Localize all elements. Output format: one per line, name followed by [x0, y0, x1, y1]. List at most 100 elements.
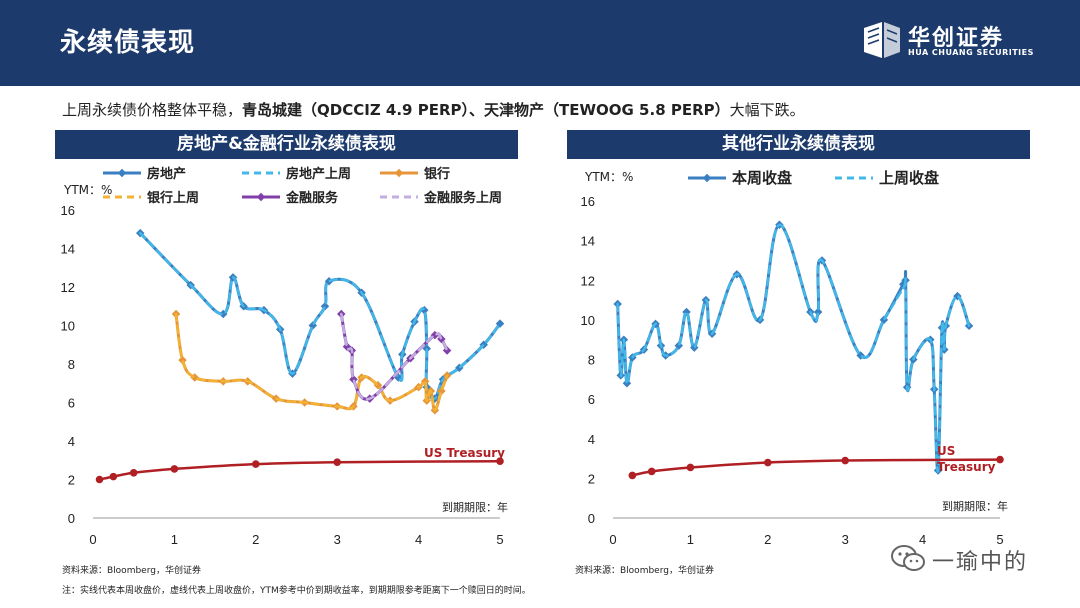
left-treasury-point: [333, 458, 342, 466]
left-data-point: [186, 280, 195, 290]
left-data-point: [373, 380, 383, 390]
left-y-tick: 8: [68, 357, 75, 372]
left-treasury-point: [170, 465, 179, 473]
left-y-tick: 10: [61, 319, 75, 334]
wechat-icon: [891, 545, 925, 571]
page-title: 永续债表现: [60, 28, 196, 58]
left-data-point: [275, 325, 285, 334]
right-x-axis-label: 到期期限：年: [942, 499, 1008, 513]
left-data-point: [300, 398, 309, 407]
left-data-point: [422, 344, 431, 353]
left-data-point: [259, 305, 269, 315]
left-data-point: [455, 363, 464, 373]
left-x-axis-label: 到期期限：年: [442, 500, 508, 514]
left-x-tick: 2: [252, 532, 259, 547]
left-data-point: [349, 375, 358, 384]
right-y-tick: 10: [581, 313, 595, 328]
left-data-point: [171, 309, 181, 319]
left-data-point: [178, 355, 187, 365]
left-y-tick: 12: [61, 280, 75, 295]
right-x-tick: 3: [842, 532, 849, 547]
right-data-point: [619, 335, 629, 344]
left-data-point: [442, 371, 452, 380]
left-series-line-0: [138, 231, 502, 401]
left-series-line-2: [174, 312, 449, 412]
left-treasury-point: [95, 475, 104, 484]
brand-logo-icon: [864, 22, 900, 58]
left-data-point: [342, 342, 352, 351]
left-data-point: [430, 405, 440, 415]
watermark: 一瑜中的: [890, 540, 1050, 580]
right-data-point: [707, 329, 717, 338]
left-y-tick: 0: [68, 511, 75, 526]
right-panel-title: 其他行业永续债表现: [567, 130, 1030, 159]
left-data-point: [243, 377, 252, 386]
brand-name-cn: 华创证券: [908, 26, 1005, 51]
right-treasury-label: US: [937, 444, 955, 458]
right-data-point: [926, 335, 935, 344]
left-panel-title: 房地产&金融行业永续债表现: [55, 130, 518, 159]
right-data-point: [661, 351, 670, 360]
left-x-tick: 0: [89, 532, 96, 547]
left-data-point: [271, 394, 281, 403]
left-data-point: [385, 396, 395, 405]
right-treasury-label: Treasury: [937, 460, 996, 474]
right-data-point: [732, 270, 742, 279]
right-legend-label: 上周收盘: [879, 169, 939, 187]
left-data-point: [426, 386, 436, 396]
right-data-point: [953, 291, 962, 301]
right-data-point: [622, 379, 632, 388]
left-y-tick: 4: [68, 434, 75, 449]
left-data-point: [365, 394, 375, 403]
footnote: 注：实线代表本周收盘价，虚线代表上周收盘价，YTM参考中价到期收益率，到期期限参…: [62, 586, 531, 596]
right-treasury-point: [764, 458, 772, 467]
left-data-point: [190, 373, 199, 382]
left-treasury-point: [109, 472, 118, 481]
right-data-point: [656, 341, 666, 350]
left-y-tick: 6: [68, 396, 75, 411]
left-data-point: [239, 302, 248, 311]
right-series-line-0: [616, 223, 971, 474]
left-series-line-4: [339, 312, 449, 401]
right-data-point: [613, 299, 622, 309]
left-series-line-6: [98, 459, 502, 481]
right-data-point: [901, 276, 910, 285]
right-data-point: [682, 307, 691, 317]
right-x-tick: 1: [687, 532, 694, 547]
right-series-line-1: [616, 223, 971, 473]
left-data-point: [357, 373, 366, 382]
right-data-point: [701, 295, 711, 305]
left-x-tick: 5: [496, 532, 503, 547]
right-series-line-2: [631, 458, 1002, 477]
left-treasury-label: US Treasury: [424, 446, 505, 460]
right-data-point: [964, 321, 974, 331]
left-data-point: [437, 386, 446, 396]
left-series-line-3: [174, 312, 449, 412]
right-data-point: [856, 351, 865, 360]
left-series-line-1: [138, 231, 502, 401]
left-data-point: [288, 369, 297, 378]
left-x-tick: 3: [334, 532, 341, 547]
left-data-point: [337, 309, 346, 319]
right-data-point: [690, 343, 699, 352]
left-data-point: [495, 319, 505, 328]
right-treasury-point: [686, 463, 695, 472]
right-data-point: [937, 323, 947, 333]
right-data-point: [616, 371, 625, 380]
right-x-tick: 0: [609, 532, 616, 547]
right-treasury-point: [647, 467, 656, 476]
right-data-point: [806, 307, 815, 317]
left-data-point: [394, 373, 403, 382]
right-data-point: [813, 307, 823, 317]
left-data-point: [406, 353, 415, 363]
left-legend-marker: [117, 168, 127, 178]
right-y-axis-label: YTM：%: [584, 170, 633, 184]
left-data-point: [420, 305, 429, 315]
right-treasury-point: [628, 471, 637, 480]
left-legend-marker: [394, 168, 404, 178]
right-treasury-point: [841, 456, 849, 465]
right-y-tick: 16: [581, 194, 595, 209]
left-data-point: [228, 273, 238, 282]
right-data-point: [674, 341, 684, 350]
right-y-tick: 12: [581, 273, 595, 288]
